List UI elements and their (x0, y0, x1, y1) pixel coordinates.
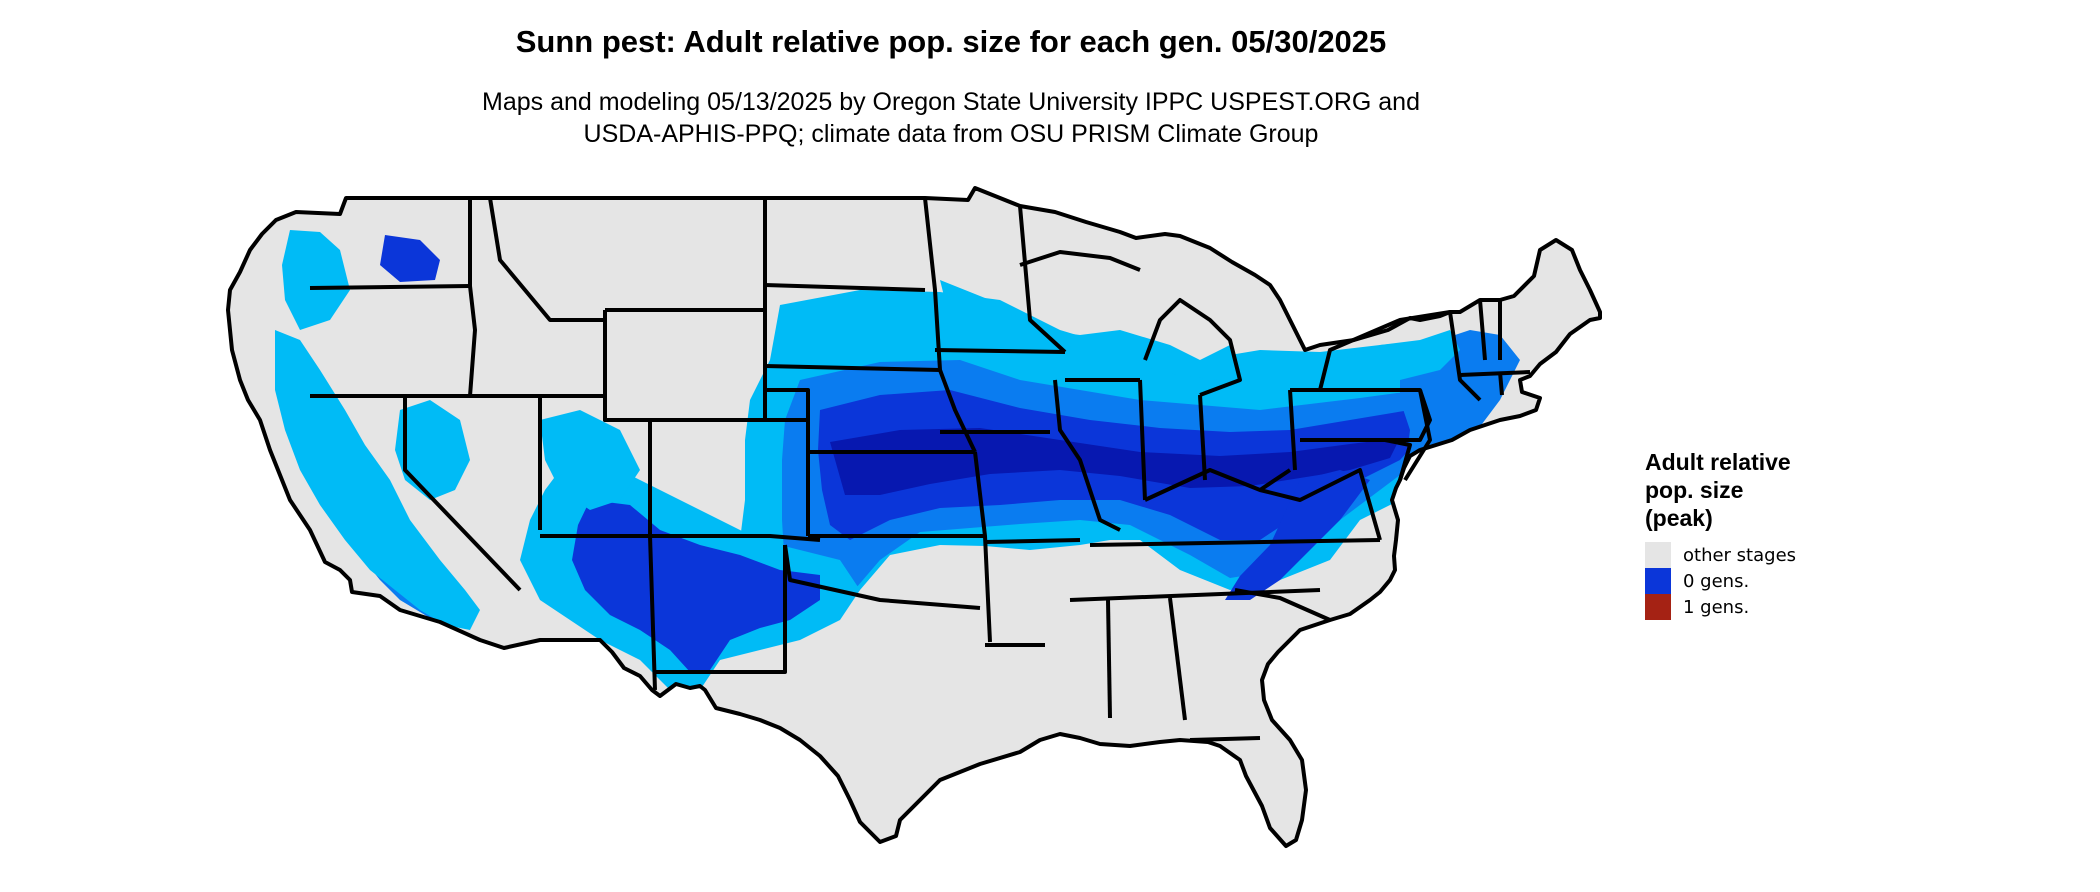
border-mi (1143, 298, 1242, 397)
border-nj (1403, 389, 1432, 482)
band-light-ny (1340, 330, 1460, 385)
border-md-de (1384, 438, 1412, 481)
border-sd-ne (764, 364, 941, 372)
legend-label-1-gens: 1 gens. (1683, 596, 1750, 618)
border-ct-ri (1498, 371, 1504, 396)
legend-item-1-gens: 1 gens. (1645, 594, 1905, 620)
map-subtitle: Maps and modeling 05/13/2025 by Oregon S… (0, 86, 1902, 150)
border-ky-tn (1089, 538, 1381, 547)
border-wv-va (1259, 468, 1382, 541)
legend-item-other-stages: other stages (1645, 542, 1905, 568)
border-il (1053, 379, 1121, 532)
state-borders (226, 186, 1602, 848)
border-ok-tx (783, 544, 981, 610)
subtitle-line-1: Maps and modeling 05/13/2025 by Oregon S… (482, 88, 1420, 116)
border-nm-tx (655, 545, 787, 674)
border-tn-south (1069, 588, 1321, 602)
border-az-nm-line (540, 534, 821, 542)
legend-title: Adult relative pop. size (peak) (1645, 448, 1905, 532)
border-ky-oh (1144, 468, 1292, 502)
border-vt-nh (1478, 299, 1487, 361)
border-mn-ia (934, 348, 1066, 354)
border-al-ga (1168, 597, 1187, 721)
legend-swatch-other-stages (1645, 542, 1671, 568)
border-ms-al (1106, 599, 1112, 719)
legend-title-line-2: pop. size (1645, 477, 1744, 503)
legend-title-line-1: Adult relative (1645, 449, 1791, 475)
band-light-california (275, 330, 480, 630)
border-id-west (468, 198, 477, 397)
border-ny-vt (1448, 311, 1482, 402)
subtitle-line-2: USDA-APHIS-PPQ; climate data from OSU PR… (583, 120, 1319, 148)
border-ny-pa (1318, 310, 1451, 391)
legend-swatch-0-gens (1645, 568, 1671, 594)
legend: Adult relative pop. size (peak) other st… (1645, 448, 1905, 620)
border-mo-ar (984, 538, 1081, 544)
header: Sunn pest: Adult relative pop. size for … (0, 24, 1902, 150)
border-ne-ks-ia (938, 369, 977, 453)
border-pa (1290, 388, 1432, 442)
border-ca-nv (403, 396, 522, 592)
band-dark-appalachian (1225, 470, 1370, 600)
border-sc-nc (1234, 588, 1331, 622)
band-dark-pacific-nw (380, 235, 440, 282)
us-outline (226, 186, 1602, 848)
legend-label-other-stages: other stages (1683, 544, 1797, 566)
border-nd-mn (923, 197, 942, 371)
border-mi-up (1019, 250, 1141, 272)
band-light-pacific-nw (282, 230, 350, 330)
border-ut-box (540, 394, 652, 538)
border-il-in (1138, 379, 1147, 501)
border-ma-ct (1459, 370, 1531, 377)
border-oh-pa (1288, 389, 1297, 471)
border-az-nm (648, 535, 657, 691)
band-light-nevada (395, 400, 470, 500)
border-in-oh (1198, 394, 1207, 481)
border-ga-fl (1189, 736, 1261, 742)
legend-label-0-gens: 0 gens. (1683, 570, 1750, 592)
border-ok-ar (973, 451, 992, 643)
border-mt-id-wy (488, 197, 605, 322)
legend-item-0-gens: 0 gens. (1645, 568, 1905, 594)
band-light-utah (540, 410, 640, 510)
border-nd-sd-ne (763, 198, 810, 420)
border-wa-or (309, 284, 471, 290)
band-dark-southwest (572, 500, 820, 672)
border-mn-wi (1018, 205, 1067, 354)
border-nd-sd (764, 283, 926, 292)
legend-swatch-1-gens (1645, 594, 1671, 620)
band-light-north (940, 280, 1240, 380)
map-title: Sunn pest: Adult relative pop. size for … (515, 24, 1387, 59)
legend-title-line-3: (peak) (1645, 505, 1713, 531)
